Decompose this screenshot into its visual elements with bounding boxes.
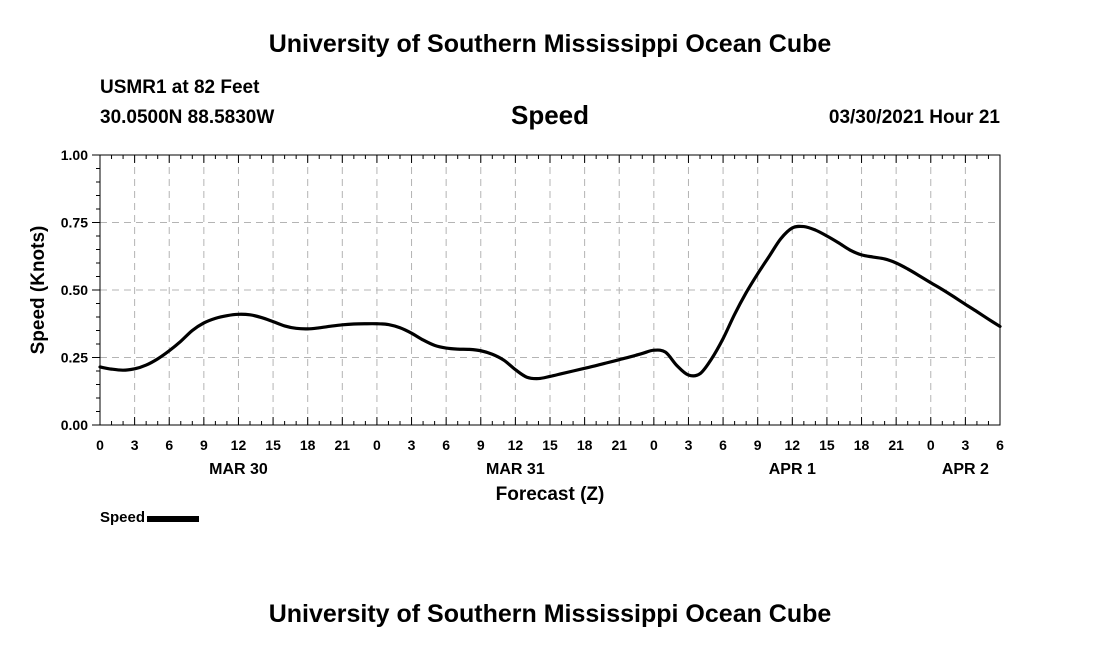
- x-tick-label: 9: [200, 437, 208, 453]
- x-tick-label: 12: [231, 437, 247, 453]
- station-label: USMR1 at 82 Feet: [100, 77, 260, 98]
- page-title-top: University of Southern Mississippi Ocean…: [268, 30, 832, 58]
- axis-labels: 0 3 6 9 12 15 18 21 0 3 6 9 12 15 18 21 0 3 6 9 12 15 18 21 0 3 6 0…: [61, 147, 1004, 478]
- x-tick-label: 12: [508, 437, 524, 453]
- x-tick-label: 15: [819, 437, 835, 453]
- x-tick-label: 21: [888, 437, 904, 453]
- x-tick-label: 18: [577, 437, 593, 453]
- x-tick-label: 15: [542, 437, 558, 453]
- x-tick-label: 9: [477, 437, 485, 453]
- x-tick-label: 21: [335, 437, 351, 453]
- x-tick-label: 18: [300, 437, 316, 453]
- y-tick-label: 0.25: [61, 350, 88, 366]
- x-axis-title: Forecast (Z): [496, 484, 605, 505]
- page-title-bottom: University of Southern Mississippi Ocean…: [268, 600, 832, 628]
- datetime-label: 03/30/2021 Hour 21: [828, 107, 1000, 128]
- x-tick-label: 0: [96, 437, 104, 453]
- chart-title: Speed: [510, 100, 590, 130]
- y-tick-label: 0.50: [61, 282, 88, 298]
- x-tick-label: 0: [927, 437, 935, 453]
- y-axis-title: Speed (Knots): [28, 226, 49, 355]
- legend-swatch: [147, 516, 200, 522]
- x-tick-label: 21: [611, 437, 627, 453]
- coordinates-label: 30.0500N 88.5830W: [100, 107, 275, 128]
- x-tick-label: 3: [408, 437, 416, 453]
- x-tick-label: 15: [265, 437, 281, 453]
- date-label: MAR 31: [486, 461, 545, 478]
- legend: Speed: [100, 509, 200, 526]
- x-tick-label: 18: [854, 437, 870, 453]
- x-tick-label: 3: [131, 437, 139, 453]
- x-tick-label: 6: [719, 437, 727, 453]
- y-tick-label: 1.00: [61, 147, 88, 163]
- legend-label: Speed: [100, 509, 146, 526]
- x-tick-label: 0: [373, 437, 381, 453]
- x-tick-label: 3: [685, 437, 693, 453]
- y-tick-label: 0.00: [61, 417, 88, 433]
- x-tick-label: 0: [650, 437, 658, 453]
- speed-series-line: [98, 224, 1002, 381]
- x-tick-label: 6: [996, 437, 1004, 453]
- x-tick-label: 12: [785, 437, 801, 453]
- x-tick-label: 6: [442, 437, 450, 453]
- x-tick-label: 3: [961, 437, 969, 453]
- y-tick-label: 0.75: [61, 215, 88, 231]
- date-label: MAR 30: [209, 461, 268, 478]
- plot-frame: [99, 154, 1001, 426]
- date-label: APR 2: [942, 461, 989, 478]
- x-tick-label: 6: [165, 437, 173, 453]
- x-tick-label: 9: [754, 437, 762, 453]
- date-label: APR 1: [769, 461, 816, 478]
- grid: [100, 155, 1000, 425]
